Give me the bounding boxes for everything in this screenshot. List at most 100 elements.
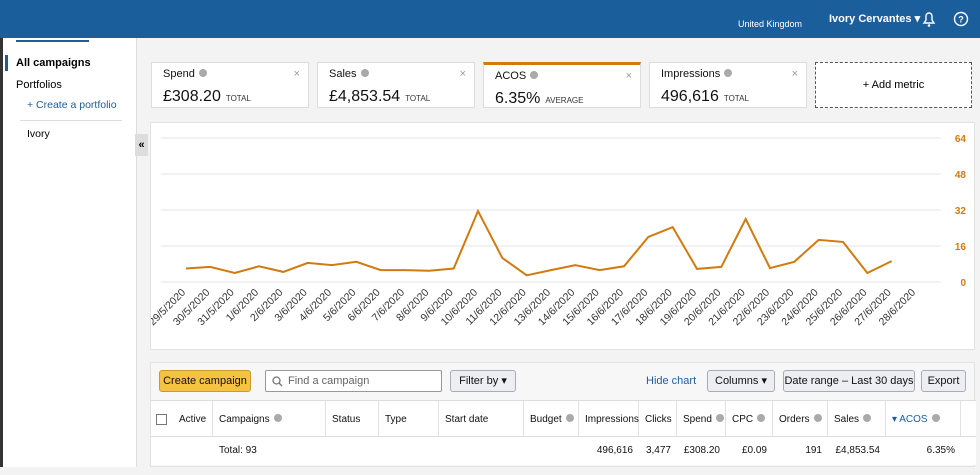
metric-label: Spend <box>163 68 195 80</box>
metric-card[interactable]: Sales £4,853.54 TOTAL × <box>317 62 475 108</box>
y-tick-label: 32 <box>955 206 967 217</box>
metric-value: £308.20 <box>163 88 221 105</box>
metric-card[interactable]: Impressions 496,616 TOTAL × <box>649 62 807 108</box>
metric-label: ACOS <box>495 70 527 82</box>
column-header-label: Start date <box>445 414 489 425</box>
metric-note: AVERAGE <box>545 96 584 105</box>
column-header-label: CPC <box>732 414 754 425</box>
metric-note: TOTAL <box>405 94 431 103</box>
total-cell: 3,477 <box>645 445 671 456</box>
total-cell: £4,853.54 <box>835 445 881 456</box>
metric-note: TOTAL <box>723 94 749 103</box>
metric-card[interactable]: ACOS 6.35% AVERAGE × <box>483 62 641 108</box>
metric-card[interactable]: Spend £308.20 TOTAL × <box>151 62 309 108</box>
sort-arrow: ▾ <box>892 414 900 425</box>
column-header[interactable]: Budget <box>524 401 579 438</box>
info-icon <box>530 71 539 79</box>
info-icon <box>273 414 282 422</box>
acos-line <box>185 208 893 277</box>
select-all-checkbox[interactable] <box>156 414 167 425</box>
create-campaign-button[interactable]: Create campaign <box>159 370 251 392</box>
metric-label: Impressions <box>661 68 721 80</box>
column-header-label: Sales <box>834 414 860 425</box>
columns-button[interactable]: Columns ▾ <box>707 370 775 392</box>
info-icon <box>565 414 574 422</box>
metric-label-wrap: Sales <box>329 68 369 80</box>
column-header[interactable]: Sales <box>828 401 886 438</box>
column-header[interactable]: Spend <box>677 401 726 438</box>
close-icon: × <box>459 68 466 80</box>
info-icon <box>360 69 369 77</box>
total-cell: £0.09 <box>741 445 767 456</box>
column-header[interactable]: Orders <box>773 401 828 438</box>
table-panel: Create campaign Find a campaign Filter b… <box>150 362 976 467</box>
metric-value: £4,853.54 <box>329 88 401 105</box>
total-cell: Total: 93 <box>219 445 257 456</box>
nav-link[interactable]: + Create a portfolio <box>27 99 117 111</box>
column-header[interactable]: Clicks <box>639 401 677 459</box>
user-name: Ivory Cervantes <box>829 13 912 25</box>
column-header[interactable]: Status <box>326 401 379 438</box>
search-input[interactable]: Find a campaign <box>265 370 442 392</box>
total-cell: 6.35% <box>926 445 955 456</box>
metric-value: 496,616 <box>661 88 719 105</box>
add-metric[interactable]: + Add metric <box>815 62 972 108</box>
chart-panel: 0 16 32 48 64 29/5/2020 30/5/2020 31/5/2020 1/6/… <box>147 122 975 350</box>
column-header-label: Campaigns <box>219 414 270 425</box>
column-header-label: Budget <box>530 414 562 425</box>
hide-chart-link[interactable]: Hide chart <box>646 375 697 387</box>
column-header[interactable]: CPC <box>726 401 773 438</box>
columns-label: Columns <box>715 375 759 387</box>
y-tick-label: 48 <box>955 170 967 181</box>
column-header-label: Type <box>385 414 407 425</box>
metric-value: 6.35% <box>495 90 541 107</box>
table-header: Active Campaigns Status Type Start date Budge… <box>151 400 976 459</box>
column-header-label: Orders <box>779 414 810 425</box>
metric-value-wrap: £308.20 TOTAL <box>163 88 251 106</box>
metric-value-wrap: £4,853.54 TOTAL <box>329 88 430 106</box>
region[interactable]: United Kingdom <box>738 19 803 29</box>
metric-value-wrap: 6.35% AVERAGE <box>495 90 583 108</box>
metric-label-wrap: ACOS <box>495 70 539 82</box>
total-row: Total: 93 496,616 3,477 £308.20 £0.09 191 £4,8… <box>151 437 976 465</box>
info-icon <box>863 414 872 422</box>
svg-text:?: ? <box>958 15 964 25</box>
header-icons[interactable]: ? <box>920 10 975 28</box>
nav-item[interactable]: Ivory <box>27 128 50 140</box>
y-tick-label: 16 <box>955 242 967 253</box>
column-header[interactable]: Active <box>173 401 213 438</box>
column-header-label: Spend <box>683 414 712 425</box>
filter-label: Filter by <box>459 375 499 387</box>
close-icon: × <box>625 70 632 82</box>
column-header[interactable]: Type <box>379 401 439 438</box>
metric-label: Sales <box>329 68 357 80</box>
metric-value-wrap: 496,616 TOTAL <box>661 88 749 106</box>
search-placeholder: Find a campaign <box>288 375 370 387</box>
chart: 01632486429/5/202030/5/202031/5/20201/6/… <box>147 134 967 328</box>
date-range-button[interactable]: Date range – Last 30 days <box>783 370 915 392</box>
info-icon <box>198 69 207 77</box>
user-menu[interactable]: Ivory Cervantes ▾ <box>829 13 921 25</box>
export-button[interactable]: Export <box>921 370 966 392</box>
metric-label-wrap: Spend <box>163 68 207 80</box>
nav-item[interactable]: Portfolios <box>16 79 62 91</box>
y-tick-label: 0 <box>960 278 966 289</box>
collapse-button[interactable]: « <box>135 134 148 156</box>
column-header[interactable]: Start date <box>439 401 524 438</box>
column-header-label: ACOS <box>899 414 928 425</box>
close-icon: × <box>293 68 300 80</box>
total-cell: 191 <box>805 445 822 456</box>
y-tick-label: 64 <box>955 134 967 145</box>
nav-item[interactable]: All campaigns <box>16 57 91 69</box>
column-header[interactable]: Impressions <box>579 401 639 459</box>
column-header[interactable]: Campaigns <box>213 401 326 438</box>
column-header-label: Clicks <box>645 414 672 425</box>
close-icon: × <box>791 68 798 80</box>
filter-button[interactable]: Filter by ▾ <box>450 370 516 392</box>
column-header-label: Impressions <box>585 414 639 425</box>
column-header[interactable]: ▾ ACOS <box>886 401 961 438</box>
column-header-label: Status <box>332 414 361 425</box>
column-header-label: Active <box>179 414 207 425</box>
top-bar: United Kingdom Ivory Cervantes ▾ ? <box>0 0 980 38</box>
